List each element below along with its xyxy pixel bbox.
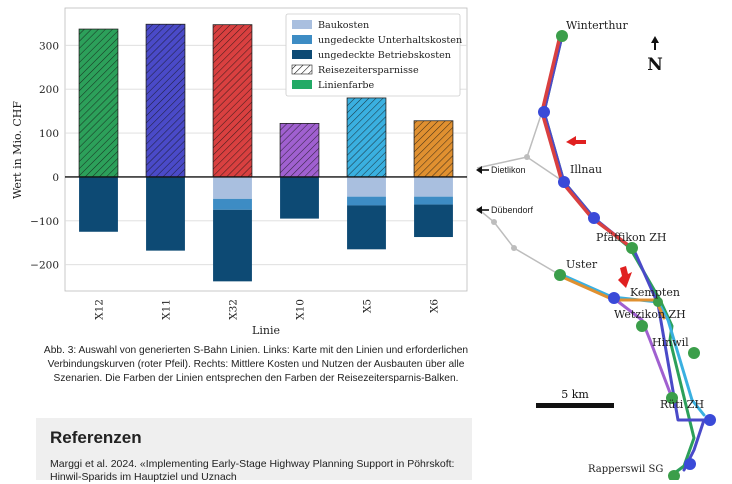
legend-label: Linienfarbe	[318, 80, 375, 91]
y-tick-label: −100	[30, 216, 59, 228]
bar-cost	[347, 205, 386, 250]
base-network-nodes	[491, 154, 530, 251]
bar-cost	[280, 176, 319, 219]
legend-swatch-hatch	[292, 65, 312, 74]
scale-bar: 5 km	[536, 388, 614, 408]
bar-benefit-hatch	[213, 24, 252, 177]
route-map: Winterthur Illnau Pfäffikon ZH Uster Kem…	[472, 0, 732, 480]
bar-cost	[414, 196, 453, 205]
line-x5	[558, 272, 706, 417]
legend-box	[285, 13, 461, 97]
line-x11	[542, 34, 706, 472]
line-x6	[558, 274, 666, 320]
references-title: Referenzen	[50, 428, 142, 447]
x-tick-label: X11	[161, 299, 173, 320]
y-axis-label: Wert in Mio. CHF	[11, 101, 24, 199]
station-wetzikon: Wetzikon ZH	[614, 308, 686, 321]
x-tick-label: X10	[295, 299, 307, 320]
bar-benefit-hatch	[146, 24, 185, 177]
north-arrow-icon: N	[647, 36, 663, 75]
station-labels: Winterthur Illnau Pfäffikon ZH Uster Kem…	[566, 19, 704, 475]
north-label: N	[647, 55, 663, 75]
y-tick-label: 200	[39, 84, 59, 96]
station-winterthur: Winterthur	[566, 19, 628, 32]
x-axis-label: Linie	[252, 324, 280, 337]
y-tick-label: 100	[39, 128, 59, 140]
y-tick-label: −200	[30, 260, 59, 272]
y-tick-label: 300	[39, 40, 59, 52]
legend-label: Baukosten	[318, 20, 369, 31]
references-text: Marggi et al. 2024. «Implementing Early-…	[50, 458, 455, 483]
legend-swatch	[292, 20, 312, 29]
legend-label: Reisezeitersparnisse	[318, 65, 419, 76]
x-tick-label: X5	[362, 299, 374, 313]
bar-cost	[347, 176, 386, 197]
references-box: Referenzen Marggi et al. 2024. «Implemen…	[36, 418, 472, 483]
station-uster: Uster	[566, 258, 598, 271]
bar-cost	[213, 176, 252, 199]
legend-label: ungedeckte Unterhaltskosten	[318, 35, 462, 46]
bar-benefit-hatch	[347, 97, 386, 177]
station-kempten: Kempten	[630, 286, 680, 299]
bars	[78, 23, 454, 282]
y-tick-labels: 300 200 100 0 −100 −200	[30, 40, 59, 271]
bar-chart: 300 200 100 0 −100 −200 X12 X11 X32 X10 X5 X6 Wert…	[11, 7, 468, 337]
exit-dietlikon: Dietlikon	[491, 165, 526, 175]
bar-cost	[79, 176, 118, 232]
x-tick-label: X6	[429, 299, 441, 313]
figure-caption: Abb. 3: Auswahl von generierten S-Bahn L…	[43, 345, 469, 384]
bar-cost	[146, 176, 185, 251]
bar-cost	[213, 209, 252, 282]
bar-cost	[347, 196, 386, 206]
station-hinwil: Hinwil	[652, 336, 689, 349]
y-tick-label: 0	[52, 172, 59, 184]
legend: Baukosten ungedeckte Unterhaltskosten unge…	[285, 13, 462, 97]
station-pfaeffikon: Pfäffikon ZH	[596, 231, 666, 244]
legend-swatch	[292, 35, 312, 44]
station-rueti: Rüti ZH	[660, 398, 704, 411]
bar-cost	[213, 198, 252, 210]
connection-arrows	[566, 136, 632, 288]
exit-labels: Dietlikon Dübendorf	[476, 165, 534, 215]
station-dots	[538, 30, 716, 480]
legend-swatch	[292, 50, 312, 59]
scale-label: 5 km	[561, 388, 589, 401]
station-rapperswil: Rapperswil SG	[588, 464, 663, 475]
legend-swatch	[292, 80, 312, 89]
bar-cost	[414, 176, 453, 197]
bar-cost	[414, 204, 453, 238]
x-tick-label: X32	[228, 299, 240, 320]
x-tick-labels: X12 X11 X32 X10 X5 X6	[94, 299, 441, 320]
exit-duebendorf: Dübendorf	[491, 205, 534, 215]
station-illnau: Illnau	[570, 163, 602, 176]
bar-benefit-hatch	[414, 120, 453, 177]
bar-benefit-hatch	[280, 123, 319, 177]
x-tick-label: X12	[94, 299, 106, 320]
legend-label: ungedeckte Betriebskosten	[318, 50, 451, 61]
bar-benefit-hatch	[79, 29, 118, 177]
